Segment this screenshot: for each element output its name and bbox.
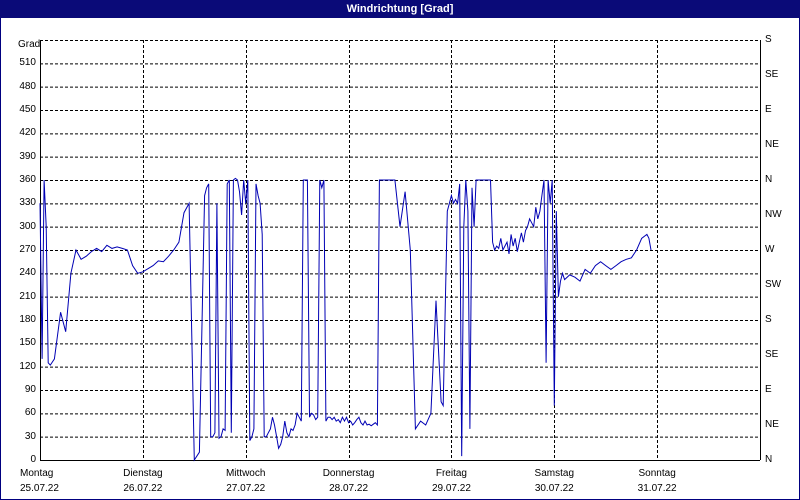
y-axis-label: Grad (18, 39, 41, 50)
y-tick-label: 120 (19, 360, 36, 372)
compass-tick-label: W (765, 244, 775, 255)
compass-tick-label: E (765, 104, 772, 115)
y-tick-label: 300 (19, 220, 36, 232)
y-tick-label: 150 (19, 337, 36, 349)
compass-tick-label: SE (765, 349, 779, 360)
y-tick-label: 480 (19, 80, 36, 92)
compass-tick-label: SE (765, 69, 779, 80)
x-tick-day: Sonntag (638, 468, 676, 479)
compass-tick-label: S (765, 34, 772, 45)
x-tick-date: 26.07.22 (123, 483, 163, 494)
x-tick-day: Freitag (435, 468, 467, 479)
x-tick-day: Samstag (534, 468, 575, 479)
y-tick-label: 450 (19, 104, 36, 115)
chart-title: Windrichtung [Grad] (0, 0, 800, 18)
y-tick-label: 90 (24, 384, 36, 395)
y-tick-label: 390 (19, 150, 36, 162)
compass-tick-label: NW (765, 209, 782, 220)
x-tick-date: 30.07.22 (534, 483, 574, 494)
y-tick-label: 510 (19, 57, 36, 69)
x-tick-date: 28.07.22 (329, 483, 369, 494)
series-line (39, 177, 652, 462)
y-tick-label: 60 (24, 407, 36, 419)
y-tick-label: 330 (19, 197, 36, 209)
compass-tick-label: N (765, 454, 773, 465)
compass-tick-label: NE (765, 419, 779, 430)
x-tick-date: 31.07.22 (637, 483, 677, 494)
x-tick-day: Donnerstag (322, 468, 375, 479)
y-tick-label: 180 (19, 314, 36, 325)
y-tick-label: 210 (19, 290, 36, 302)
y-tick-label: 360 (19, 174, 36, 185)
x-tick-date: 29.07.22 (431, 483, 471, 494)
y-tick-label: 30 (24, 430, 36, 442)
compass-tick-label: NE (765, 139, 779, 150)
x-tick-day: Mittwoch (225, 468, 266, 479)
compass-tick-label: N (765, 174, 773, 185)
x-tick-day: Montag (20, 468, 54, 479)
y-tick-label: 0 (30, 454, 36, 465)
compass-tick-label: S (765, 314, 772, 325)
x-tick-date: 25.07.22 (20, 483, 59, 494)
compass-tick-label: SW (765, 279, 782, 290)
x-tick-day: Dienstag (123, 468, 163, 479)
x-tick-date: 27.07.22 (226, 483, 266, 494)
y-tick-label: 420 (19, 127, 36, 139)
compass-tick-label: E (765, 384, 772, 395)
y-tick-label: 270 (19, 244, 36, 255)
y-tick-label: 240 (19, 267, 36, 279)
